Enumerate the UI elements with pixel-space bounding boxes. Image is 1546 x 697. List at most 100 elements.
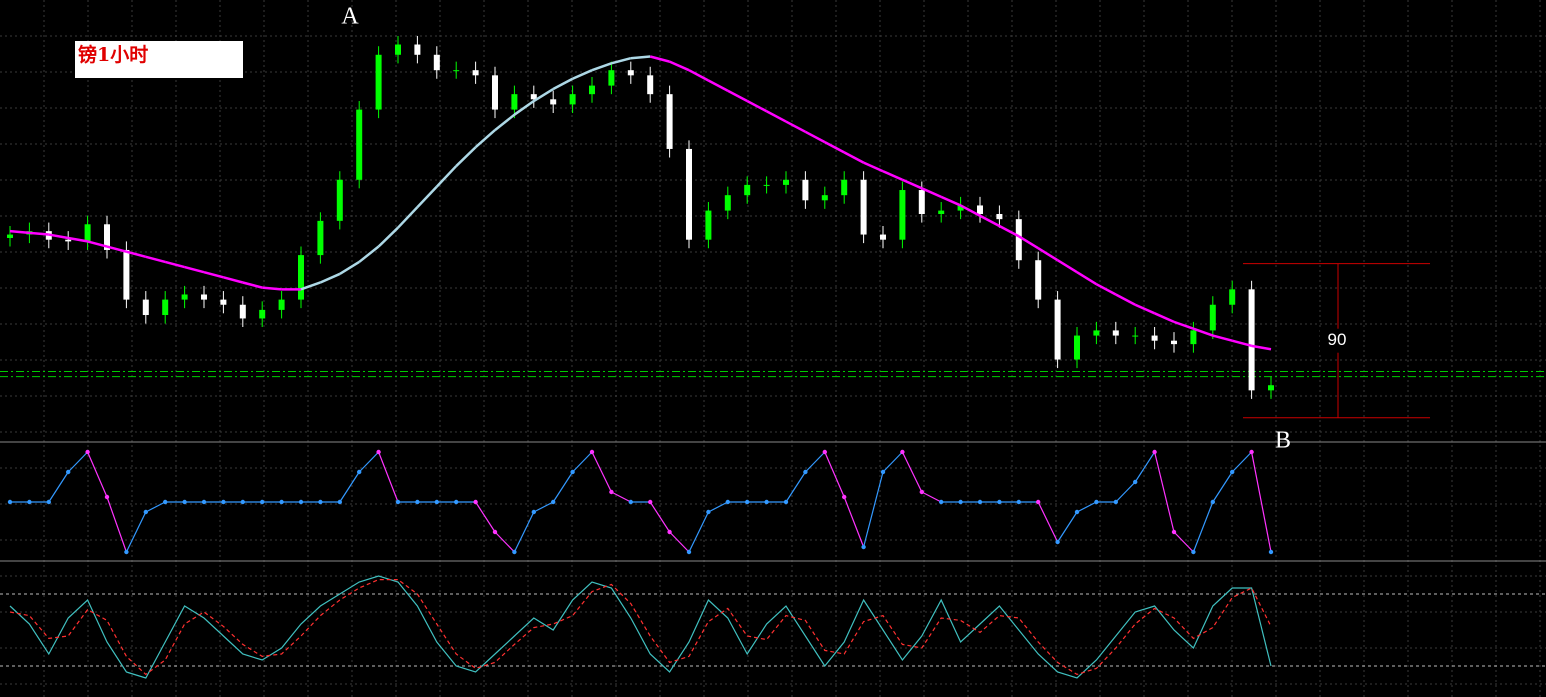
candle-body bbox=[627, 70, 634, 76]
indicator-line bbox=[494, 531, 515, 553]
chart-title: 镑1小时 bbox=[78, 43, 148, 66]
candle-body bbox=[317, 220, 324, 256]
indicator-line bbox=[921, 491, 942, 503]
candle-body bbox=[104, 224, 110, 250]
candle-body bbox=[569, 94, 576, 105]
indicator-line bbox=[669, 531, 690, 553]
indicator-line bbox=[48, 471, 69, 503]
annotation: A bbox=[341, 4, 359, 30]
moving-average bbox=[533, 87, 554, 103]
candle-body bbox=[744, 184, 751, 196]
measure-label: 90 bbox=[1328, 330, 1347, 349]
candle-body bbox=[356, 109, 363, 180]
indicator-line bbox=[572, 451, 593, 473]
indicator-dot bbox=[279, 499, 284, 505]
moving-average bbox=[126, 250, 147, 259]
candle-body bbox=[201, 294, 207, 300]
indicator-dot bbox=[376, 449, 381, 455]
moving-average bbox=[9, 229, 30, 235]
candle-body bbox=[181, 294, 188, 300]
candle-body bbox=[1151, 335, 1158, 341]
moving-average bbox=[416, 185, 438, 209]
candle-body bbox=[511, 94, 518, 110]
moving-average bbox=[87, 240, 108, 248]
moving-average bbox=[300, 281, 321, 291]
moving-average bbox=[611, 57, 632, 65]
indicator-line bbox=[125, 511, 147, 553]
candle-body bbox=[647, 75, 654, 95]
indicator-line bbox=[824, 451, 845, 498]
moving-average bbox=[164, 260, 185, 269]
candle-body bbox=[666, 94, 673, 149]
indicator-line bbox=[87, 451, 108, 498]
moving-average bbox=[455, 146, 477, 167]
indicator-line bbox=[901, 451, 923, 493]
candle-body bbox=[841, 179, 848, 196]
indicator-line bbox=[882, 451, 903, 473]
moving-average bbox=[339, 260, 360, 275]
candle-body bbox=[1171, 340, 1177, 345]
moving-average bbox=[921, 187, 942, 199]
indicator-line bbox=[785, 471, 806, 503]
moving-average bbox=[1212, 334, 1233, 342]
indicator-line bbox=[1173, 531, 1194, 553]
indicator-line bbox=[1212, 471, 1233, 503]
candle-body bbox=[239, 304, 246, 319]
indicator-line bbox=[145, 501, 166, 513]
moving-average bbox=[262, 286, 282, 291]
moving-average bbox=[145, 255, 166, 264]
moving-average bbox=[1056, 259, 1078, 274]
candle-body bbox=[589, 85, 595, 95]
moving-average bbox=[960, 204, 981, 217]
candle-body bbox=[763, 184, 770, 186]
candle-body bbox=[278, 299, 285, 310]
indicator-line bbox=[863, 471, 884, 548]
oscillator-line bbox=[9, 575, 1272, 679]
indicator-line bbox=[611, 491, 632, 503]
indicator-line bbox=[1037, 501, 1059, 543]
moving-average bbox=[727, 89, 748, 103]
moving-average bbox=[106, 245, 127, 253]
moving-average bbox=[397, 206, 419, 229]
candle-body bbox=[1035, 260, 1042, 300]
moving-average bbox=[766, 110, 787, 123]
candle-body bbox=[123, 249, 130, 300]
candle-body bbox=[1209, 304, 1216, 331]
candle-body bbox=[1112, 330, 1119, 336]
moving-average bbox=[48, 233, 69, 240]
candle-body bbox=[1229, 289, 1236, 305]
moving-average bbox=[377, 226, 399, 248]
moving-average bbox=[882, 170, 903, 181]
moving-average bbox=[1095, 283, 1117, 296]
indicator-line bbox=[649, 501, 671, 533]
indicator-line bbox=[688, 511, 709, 553]
candle-body bbox=[1015, 219, 1022, 261]
moving-average bbox=[1134, 303, 1156, 315]
candle-body bbox=[977, 205, 983, 215]
candle-body bbox=[880, 234, 886, 240]
moving-average bbox=[669, 60, 690, 72]
candle-body bbox=[472, 70, 479, 76]
candle-body bbox=[162, 299, 169, 316]
moving-average bbox=[630, 55, 651, 60]
indicator-line bbox=[339, 471, 360, 503]
moving-average bbox=[707, 79, 729, 92]
indicator-dot bbox=[318, 499, 323, 505]
candle-body bbox=[65, 239, 72, 242]
moving-average bbox=[572, 69, 593, 80]
candle-body bbox=[899, 190, 906, 240]
moving-average bbox=[785, 120, 806, 133]
indicator-line bbox=[1154, 451, 1175, 533]
indicator-line bbox=[1192, 501, 1214, 553]
indicator-line bbox=[1231, 451, 1253, 473]
candle-body bbox=[395, 44, 401, 55]
candle-body bbox=[453, 70, 460, 72]
candle-body bbox=[142, 299, 149, 316]
moving-average bbox=[979, 214, 1000, 228]
moving-average bbox=[688, 69, 709, 82]
annotation: B bbox=[1275, 428, 1291, 454]
candle-body bbox=[298, 255, 304, 300]
moving-average bbox=[901, 178, 923, 190]
